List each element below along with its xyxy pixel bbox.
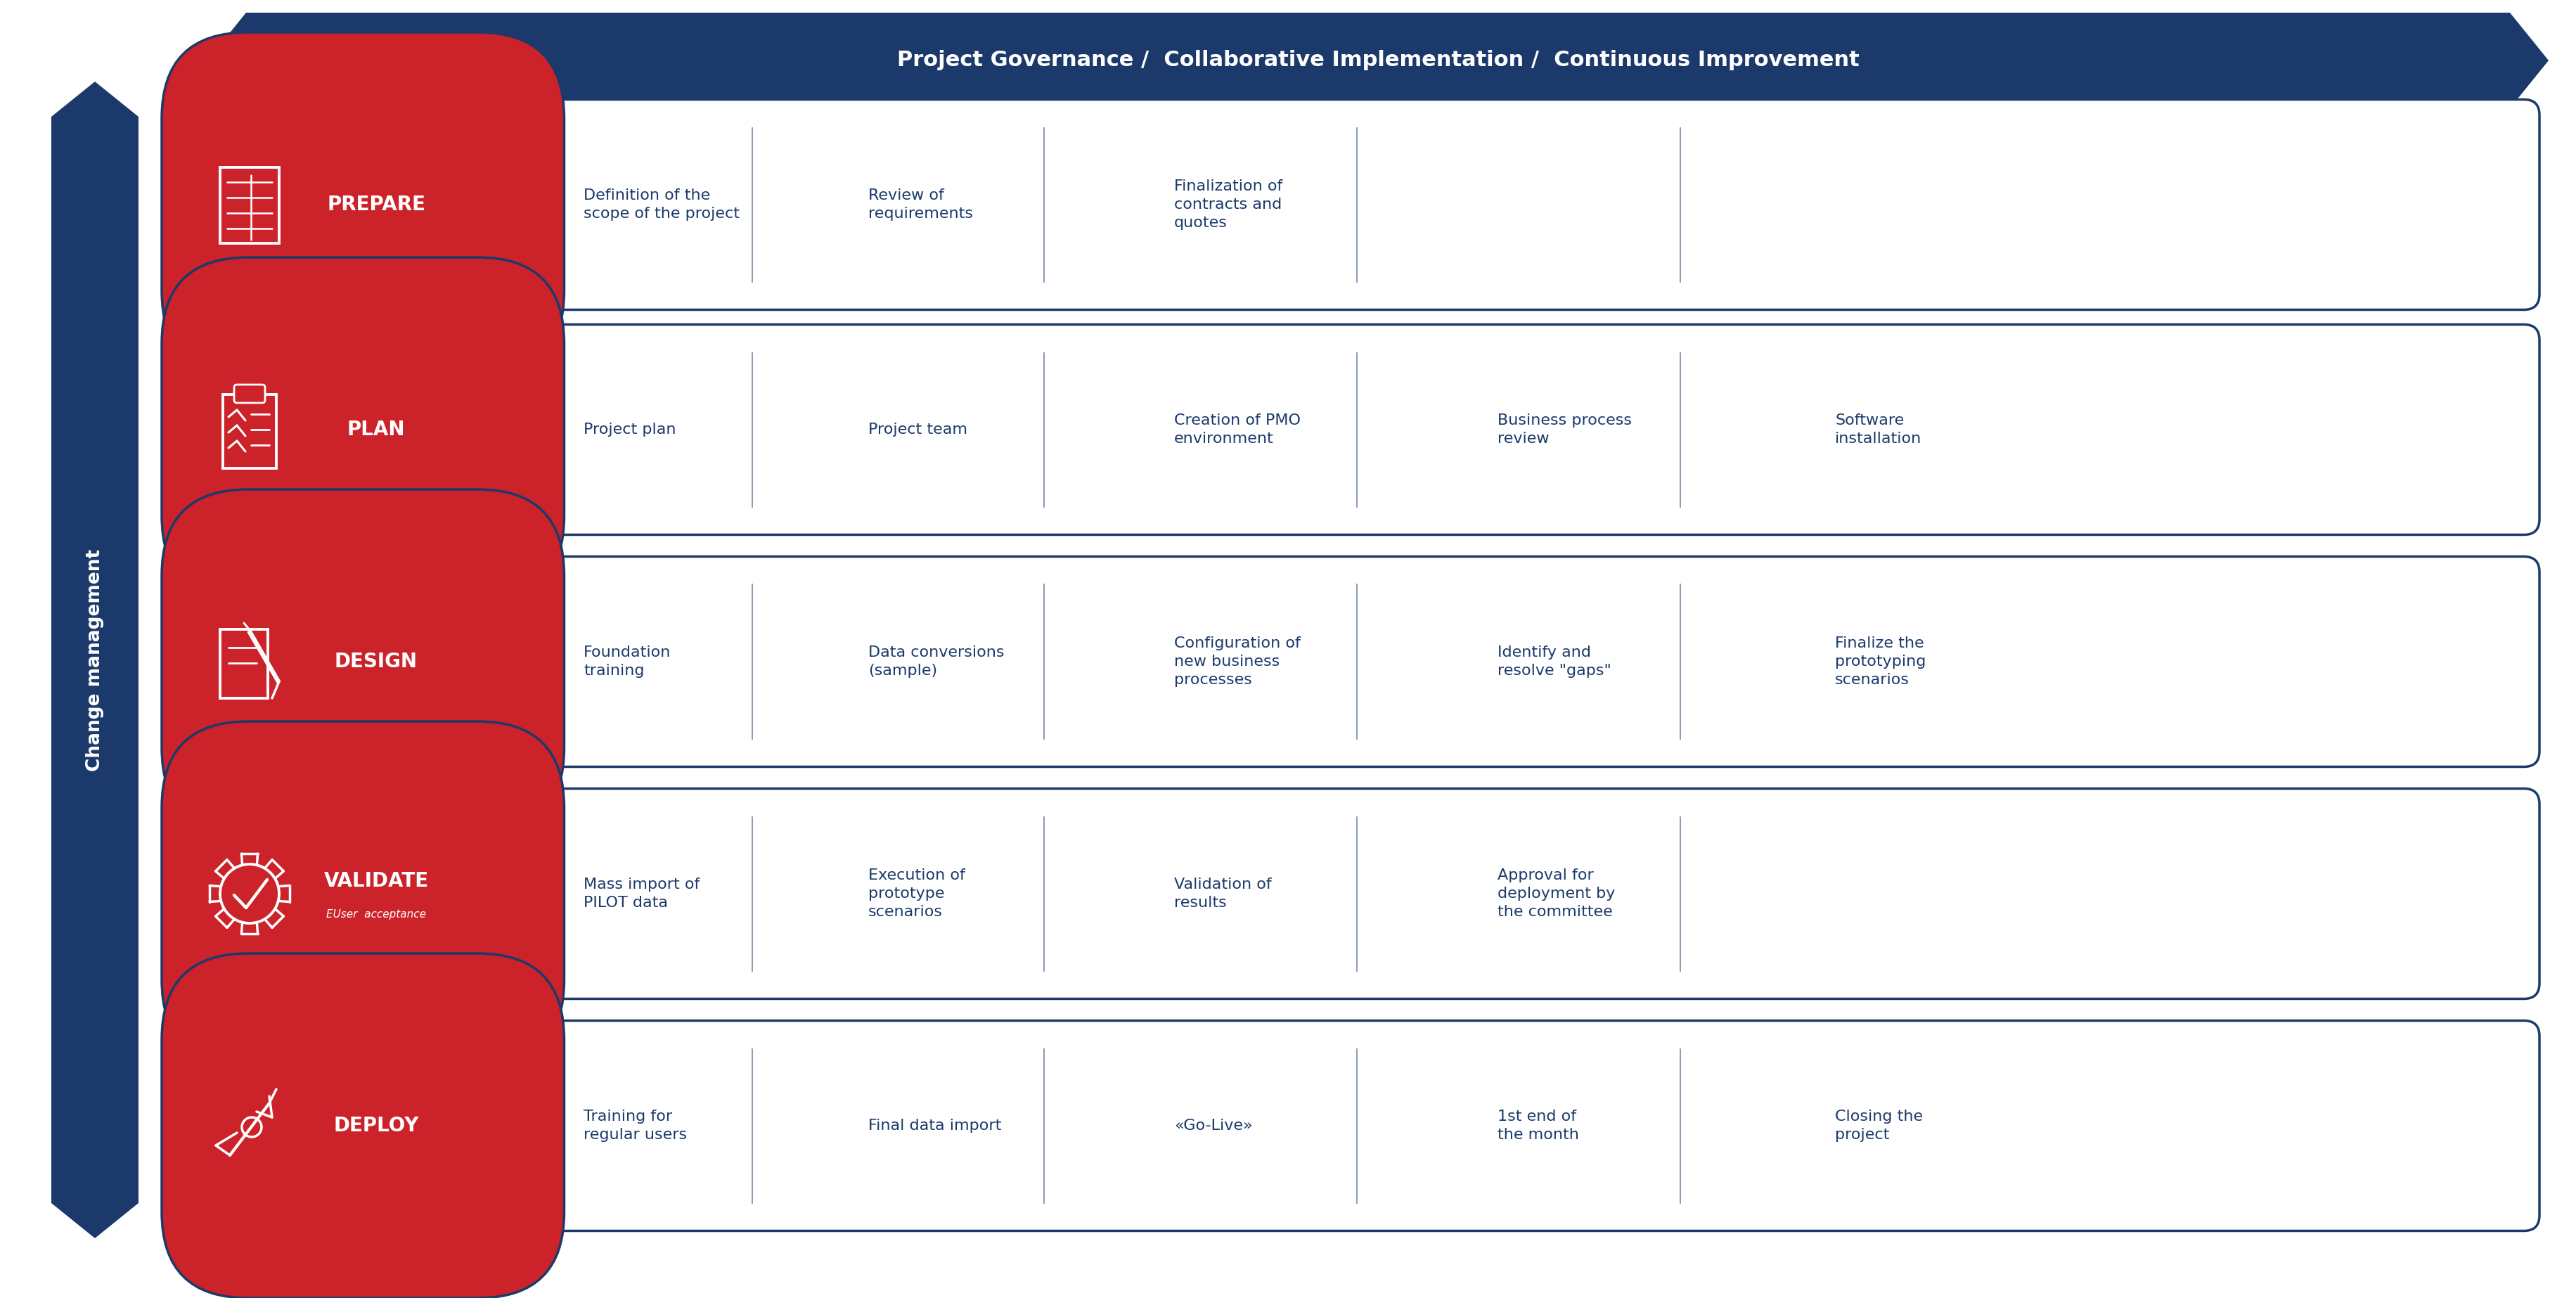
- FancyBboxPatch shape: [165, 100, 2540, 310]
- Text: Project team: Project team: [868, 423, 969, 436]
- FancyBboxPatch shape: [162, 722, 564, 1066]
- Text: EUser  acceptance: EUser acceptance: [327, 910, 425, 920]
- FancyBboxPatch shape: [162, 257, 564, 602]
- Text: Identify and
resolve "gaps": Identify and resolve "gaps": [1497, 645, 1610, 678]
- Text: Finalization of
contracts and
quotes: Finalization of contracts and quotes: [1175, 179, 1283, 230]
- Polygon shape: [209, 13, 247, 108]
- Text: Business process
review: Business process review: [1497, 413, 1631, 447]
- Text: «Go-Live»: «Go-Live»: [1175, 1119, 1252, 1133]
- Text: Closing the
project: Closing the project: [1834, 1110, 1922, 1142]
- Text: Approval for
deployment by
the committee: Approval for deployment by the committee: [1497, 868, 1615, 919]
- Text: Definition of the
scope of the project: Definition of the scope of the project: [585, 188, 739, 221]
- Text: Training for
regular users: Training for regular users: [585, 1110, 688, 1142]
- FancyBboxPatch shape: [165, 789, 2540, 999]
- FancyBboxPatch shape: [165, 557, 2540, 767]
- Text: PLAN: PLAN: [348, 419, 404, 440]
- Text: Creation of PMO
environment: Creation of PMO environment: [1175, 413, 1301, 447]
- Text: Project plan: Project plan: [585, 423, 675, 436]
- Text: Execution of
prototype
scenarios: Execution of prototype scenarios: [868, 868, 966, 919]
- FancyBboxPatch shape: [162, 954, 564, 1298]
- Text: Final data import: Final data import: [868, 1119, 1002, 1133]
- Text: Data conversions
(sample): Data conversions (sample): [868, 645, 1005, 678]
- FancyBboxPatch shape: [165, 1020, 2540, 1231]
- Polygon shape: [52, 1203, 139, 1238]
- Text: DESIGN: DESIGN: [335, 652, 417, 671]
- Text: Validation of
results: Validation of results: [1175, 877, 1273, 910]
- Text: Change management: Change management: [85, 549, 103, 771]
- FancyBboxPatch shape: [52, 117, 139, 1203]
- Text: Mass import of
PILOT data: Mass import of PILOT data: [585, 877, 701, 910]
- Text: Finalize the
prototyping
scenarios: Finalize the prototyping scenarios: [1834, 636, 1927, 687]
- Text: Project Governance /  Collaborative Implementation /  Continuous Improvement: Project Governance / Collaborative Imple…: [896, 51, 1860, 70]
- FancyBboxPatch shape: [165, 324, 2540, 535]
- Text: Software
installation: Software installation: [1834, 413, 1922, 447]
- FancyBboxPatch shape: [162, 32, 564, 376]
- Polygon shape: [2509, 13, 2548, 108]
- Text: VALIDATE: VALIDATE: [325, 871, 428, 890]
- Text: Configuration of
new business
processes: Configuration of new business processes: [1175, 636, 1301, 687]
- FancyBboxPatch shape: [234, 384, 265, 402]
- Text: PREPARE: PREPARE: [327, 195, 425, 214]
- Text: DEPLOY: DEPLOY: [332, 1116, 420, 1136]
- FancyBboxPatch shape: [247, 13, 2509, 108]
- Text: Review of
requirements: Review of requirements: [868, 188, 974, 221]
- Text: Foundation
training: Foundation training: [585, 645, 670, 678]
- Text: 1st end of
the month: 1st end of the month: [1497, 1110, 1579, 1142]
- Polygon shape: [52, 82, 139, 117]
- FancyBboxPatch shape: [162, 489, 564, 833]
